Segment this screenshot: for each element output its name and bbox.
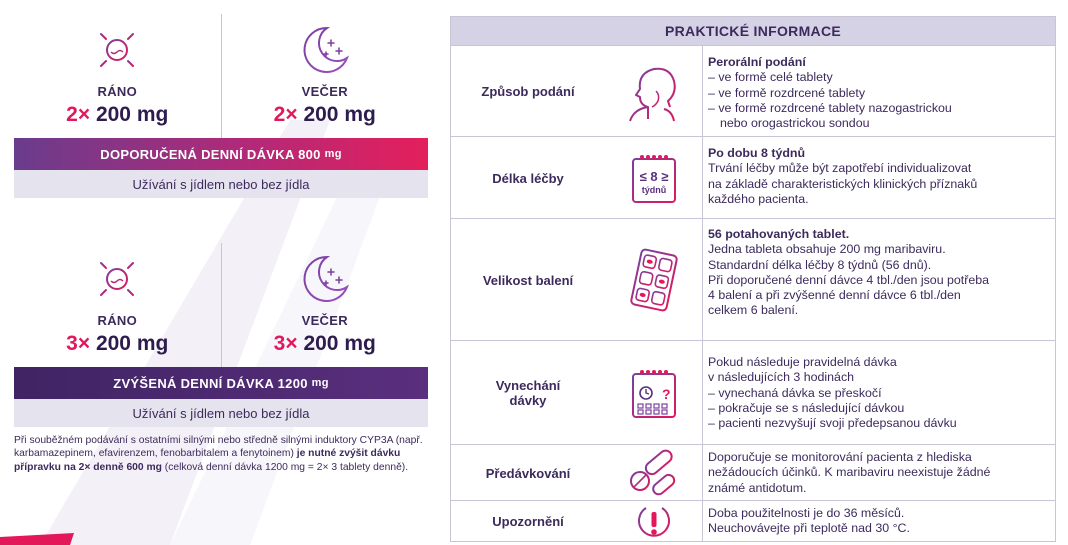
row-text: Doporučuje se monitorování pacienta z hl… [708, 450, 991, 495]
evening-amount: 2× 200 mg [273, 103, 376, 126]
increased-daily-dose-bar: ZVÝŠENÁ DENNÍ DÁVKA 1200 mg [14, 367, 428, 399]
table-row-missed-dose: Vynechání dávky ? Pokud následuje pravide… [451, 340, 1055, 445]
evening-amount: 3× 200 mg [273, 332, 376, 355]
table-row-package-size: Velikost balení 56 potahovaných tablet. … [451, 218, 1055, 341]
recommended-daily-dose-bar: DOPORUČENÁ DENNÍ DÁVKA 800 mg [14, 138, 428, 170]
table-row-warning: Upozornění Doba použitelnosti je do 36 m… [451, 500, 1055, 542]
corner-decoration [0, 533, 74, 545]
row-text: 56 potahovaných tablet. Jedna tableta ob… [708, 227, 990, 318]
calendar-8-weeks-icon: ≤ 8 ≥ týdnů [607, 137, 701, 219]
morning-dose: RÁNO 3× 200 mg [14, 243, 221, 367]
background-decoration [0, 0, 440, 545]
row-label: Předávkování [485, 465, 571, 481]
table-row-administration: Způsob podání Perorální podání – ve form… [451, 45, 1055, 137]
row-label: Způsob podání [481, 84, 575, 99]
row-text: Doba použitelnosti je do 36 měsíců. Neuc… [708, 506, 910, 536]
row-label: Délka léčby [492, 170, 564, 186]
moon-icon [303, 26, 349, 73]
morning-label: RÁNO [97, 313, 137, 328]
table-title: PRAKTICKÉ INFORMACE [451, 17, 1055, 45]
morning-amount: 2× 200 mg [66, 103, 169, 126]
table-row-duration: Délka léčby ≤ 8 ≥ týdnů Po dobu 8 týdnů … [451, 136, 1055, 219]
practical-info-table: PRAKTICKÉ INFORMACE Způsob podání Perorá… [450, 16, 1056, 542]
induktory-footnote: Při souběžném podávání s ostatními silný… [14, 435, 423, 473]
food-note: Užívání s jídlem nebo bez jídla [14, 399, 428, 427]
standard-dose-block: RÁNO 2× 200 mg VEČER 2× 200 mg DOPORUČEN… [14, 14, 428, 198]
row-text: Po dobu 8 týdnů Trvání léčby může být za… [708, 146, 978, 206]
increased-dose-row: RÁNO 3× 200 mg VEČER 3× 200 mg [14, 243, 428, 367]
evening-dose: VEČER 2× 200 mg [220, 14, 429, 138]
morning-label: RÁNO [97, 84, 137, 99]
blister-pack-icon [607, 219, 701, 341]
evening-label: VEČER [301, 84, 348, 99]
pills-icon [607, 445, 701, 501]
food-note: Užívání s jídlem nebo bez jídla [14, 170, 428, 198]
person-head-icon [607, 46, 701, 137]
morning-amount: 3× 200 mg [66, 332, 169, 355]
moon-icon [303, 255, 349, 302]
row-label: Upozornění [492, 514, 564, 529]
increased-dose-block: RÁNO 3× 200 mg VEČER 3× 200 mg ZVÝŠENÁ D… [14, 243, 428, 427]
table-row-overdose: Předávkování Doporučuje se monitorování … [451, 444, 1055, 501]
morning-dose: RÁNO 2× 200 mg [14, 14, 221, 138]
svg-text:?: ? [662, 386, 671, 402]
row-text: Perorální podání – ve formě celé tablety… [708, 55, 952, 131]
row-label: Vynechání dávky [495, 378, 561, 408]
calendar-missed-icon: ? [607, 341, 701, 445]
sun-icon [93, 255, 142, 303]
evening-label: VEČER [301, 313, 348, 328]
sun-icon [93, 26, 142, 74]
warning-icon [607, 501, 701, 542]
row-label: Velikost balení [482, 272, 574, 288]
row-text: Pokud následuje pravidelná dávka v násle… [708, 355, 957, 431]
standard-dose-row: RÁNO 2× 200 mg VEČER 2× 200 mg [14, 14, 428, 138]
evening-dose: VEČER 3× 200 mg [220, 243, 429, 367]
